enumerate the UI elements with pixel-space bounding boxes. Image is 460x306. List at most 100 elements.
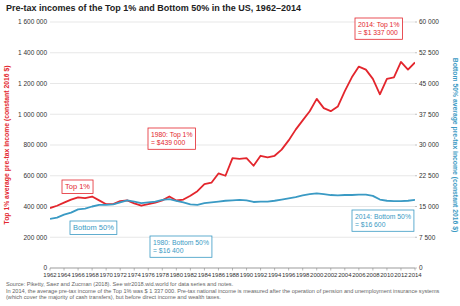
y2-tick [415, 206, 417, 207]
x-tick-label: 1966 [71, 272, 85, 278]
x-tick [106, 268, 107, 271]
x-tick-label: 2002 [324, 272, 338, 278]
x-tick [400, 268, 401, 271]
y-tick-label: 1 200 000 [18, 80, 47, 87]
y-tick-label: 1 400 000 [18, 49, 47, 56]
x-tick [415, 268, 416, 271]
x-tick-label: 1974 [128, 272, 142, 278]
y-tick-label: 200 000 [24, 234, 48, 241]
annotation-box [355, 18, 402, 39]
y-tick-label: 600 000 [24, 172, 48, 179]
y2-tick-label: 45 000 [419, 80, 439, 87]
chart-svg: Pre-tax incomes of the Top 1% and Bottom… [0, 0, 460, 280]
y2-tick-label: 0 [419, 264, 423, 271]
y2-tick [415, 175, 417, 176]
grid-line [50, 237, 415, 238]
chart-title: Pre-tax incomes of the Top 1% and Bottom… [6, 3, 301, 13]
y2-tick [415, 145, 417, 146]
annotation-text: = $439 000 [151, 139, 185, 146]
y2-tick-label: 60 000 [419, 18, 439, 25]
grid-line [50, 175, 415, 176]
x-tick [120, 268, 121, 271]
series-label: Bottom 50% [70, 221, 117, 235]
y-tick-label: 400 000 [24, 203, 48, 210]
x-tick-label: 1976 [142, 272, 156, 278]
annotation-text: = $1 337 000 [358, 29, 398, 36]
footnotes: Source: Piketty, Saez and Zucman (2018).… [6, 281, 454, 301]
grid [50, 22, 415, 268]
annotation-text: 2014: Top 1% [358, 21, 399, 29]
series-label-text: Bottom 50% [73, 223, 114, 232]
grid-line [50, 145, 415, 146]
x-tick [50, 268, 51, 271]
x-tick [134, 268, 135, 271]
x-tick [190, 268, 191, 271]
x-tick [274, 268, 275, 271]
y2-tick-label: 15 000 [419, 203, 439, 210]
x-tick [344, 268, 345, 271]
x-tick [302, 268, 303, 271]
x-tick-label: 1962 [43, 272, 57, 278]
data-group [50, 62, 415, 219]
y2-tick-label: 22 500 [419, 172, 439, 179]
x-tick [64, 268, 65, 271]
y2-tick [415, 114, 417, 115]
x-tick [358, 268, 359, 271]
annotation-text: 2014: Bottom 50% [355, 213, 411, 220]
y2-axis-title: Bottom 50% average pre-tax income (const… [451, 58, 459, 233]
x-tick [316, 268, 317, 271]
x-tick [232, 268, 233, 271]
y2-tick-label: 52 500 [419, 49, 439, 56]
annotation: 1980: Bottom 50%= $16 400 [150, 236, 212, 257]
y2-tick-label: 37 500 [419, 111, 439, 118]
grid-line [50, 206, 415, 207]
annotation: 2014: Bottom 50%= $16 600 [352, 210, 414, 231]
x-tick-label: 2006 [352, 272, 366, 278]
annotation: 1980: Top 1%= $439 000 [148, 128, 195, 149]
series-line [50, 193, 415, 218]
x-tick [386, 268, 387, 271]
series-label: Top 1% [62, 180, 93, 194]
x-tick [246, 268, 247, 271]
x-tick [372, 268, 373, 271]
y2-tick [415, 83, 417, 84]
x-tick-label: 1986 [212, 272, 226, 278]
grid-line [50, 83, 415, 84]
series-label-text: Top 1% [65, 182, 90, 191]
x-tick [162, 268, 163, 271]
x-tick-label: 1994 [268, 272, 282, 278]
x-tick-label: 1996 [282, 272, 296, 278]
annotation-text: = $16 400 [153, 247, 184, 254]
x-tick [78, 268, 79, 271]
x-tick-label: 2008 [366, 272, 380, 278]
x-tick-label: 1964 [57, 272, 71, 278]
x-tick [288, 268, 289, 271]
x-tick-label: 1972 [114, 272, 128, 278]
series-line [50, 62, 415, 208]
y-axis-title: Top 1% average pre-tax income (constant … [3, 66, 11, 225]
x-tick-label: 1990 [240, 272, 254, 278]
y-tick-label: 1 600 000 [18, 18, 47, 25]
y2-tick-label: 30 000 [419, 141, 439, 148]
x-tick-label: 2010 [380, 272, 394, 278]
grid-line [50, 52, 415, 53]
x-tick [92, 268, 93, 271]
x-tick-label: 1980 [170, 272, 184, 278]
series-label-box [70, 221, 117, 235]
x-tick [218, 268, 219, 271]
x-tick-label: 1992 [254, 272, 268, 278]
x-tick [148, 268, 149, 271]
x-tick-label: 2000 [310, 272, 324, 278]
x-tick-label: 1982 [184, 272, 198, 278]
x-tick-label: 1970 [99, 272, 113, 278]
annotation-text: 1980: Top 1% [151, 131, 192, 139]
x-tick [260, 268, 261, 271]
x-tick [330, 268, 331, 271]
y-tick-label: 0 [43, 264, 47, 271]
series-label-box [62, 180, 93, 194]
x-tick-label: 1998 [296, 272, 310, 278]
x-tick-label: 1984 [198, 272, 212, 278]
x-tick-label: 1988 [226, 272, 240, 278]
y2-tick [415, 237, 417, 238]
x-tick [176, 268, 177, 271]
